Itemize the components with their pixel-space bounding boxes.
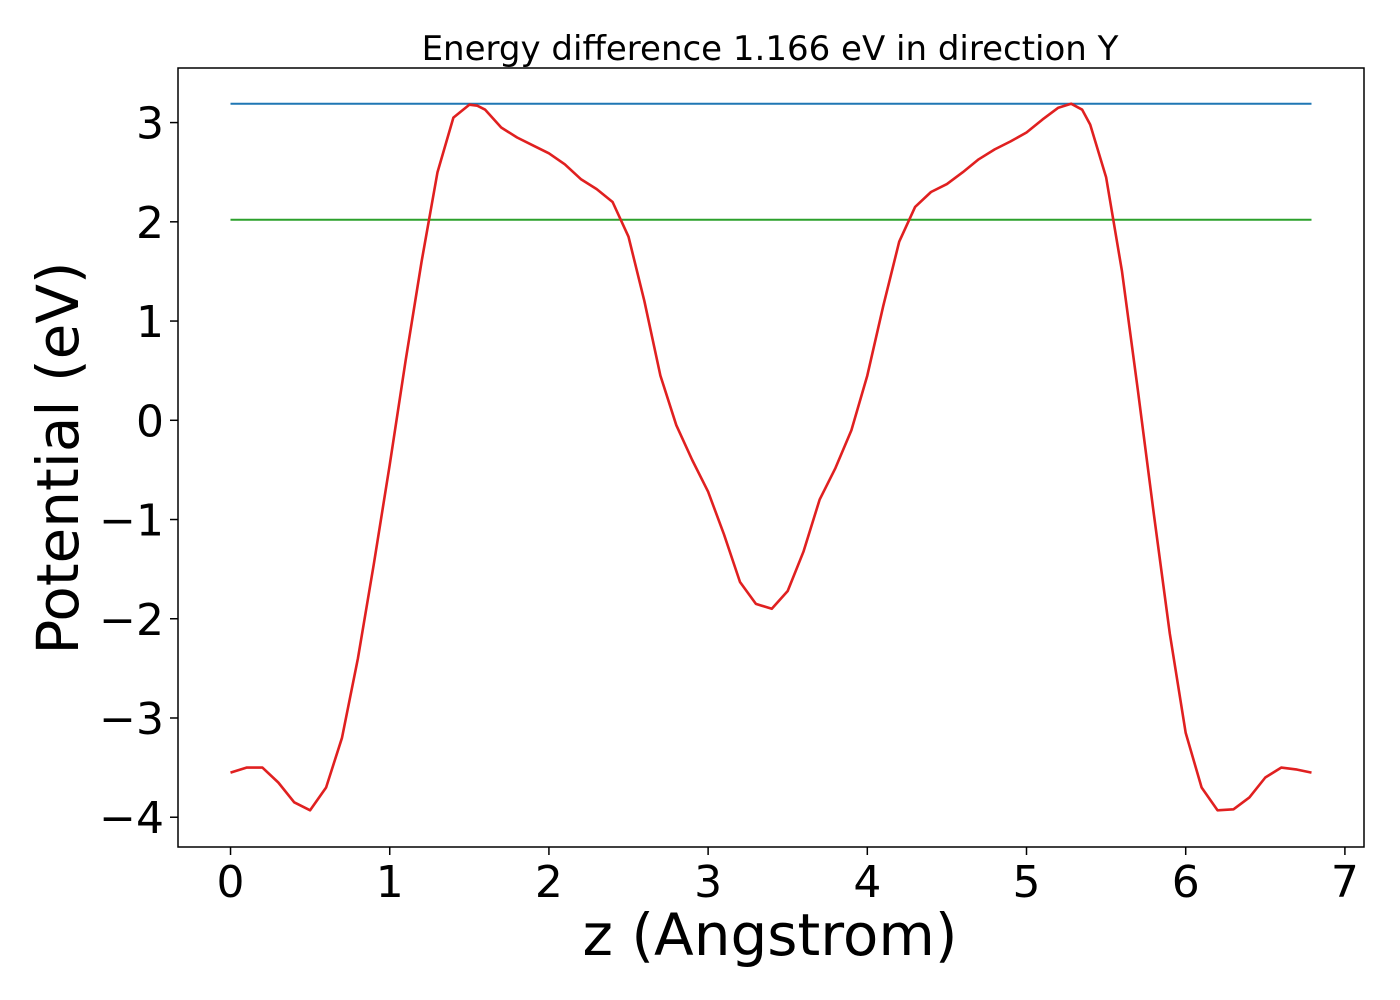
x-tick-label: 2 (535, 857, 563, 908)
chart-title: Energy difference 1.166 eV in direction … (422, 29, 1119, 69)
plot-area-frame (177, 67, 1365, 848)
x-tick-label: 3 (694, 857, 722, 908)
y-tick-label: −4 (99, 793, 164, 844)
y-tick-label: 3 (136, 99, 164, 150)
x-tick-label: 5 (1013, 857, 1041, 908)
x-tick-label: 4 (853, 857, 881, 908)
y-axis-label: Potential (eV) (24, 261, 92, 654)
y-tick-label: 1 (136, 297, 164, 348)
y-tick-label: −1 (99, 496, 164, 547)
series-layer (230, 102, 1312, 812)
y-tick-label: −2 (99, 595, 164, 646)
y-tick-label: −3 (99, 694, 164, 745)
x-tick-label: 6 (1172, 857, 1200, 908)
x-axis-ticks: 0 1 2 3 4 5 6 7 (217, 847, 1359, 908)
x-tick-label: 7 (1331, 857, 1359, 908)
y-axis-ticks: 3 2 1 0 −1 −2 −3 −4 (99, 99, 178, 844)
x-tick-label: 1 (376, 857, 404, 908)
x-axis-label: z (Angstrom) (583, 901, 958, 969)
series-line-2 (230, 102, 1312, 812)
y-tick-label: 0 (136, 396, 164, 447)
y-tick-label: 2 (136, 198, 164, 249)
x-tick-label: 0 (217, 857, 245, 908)
